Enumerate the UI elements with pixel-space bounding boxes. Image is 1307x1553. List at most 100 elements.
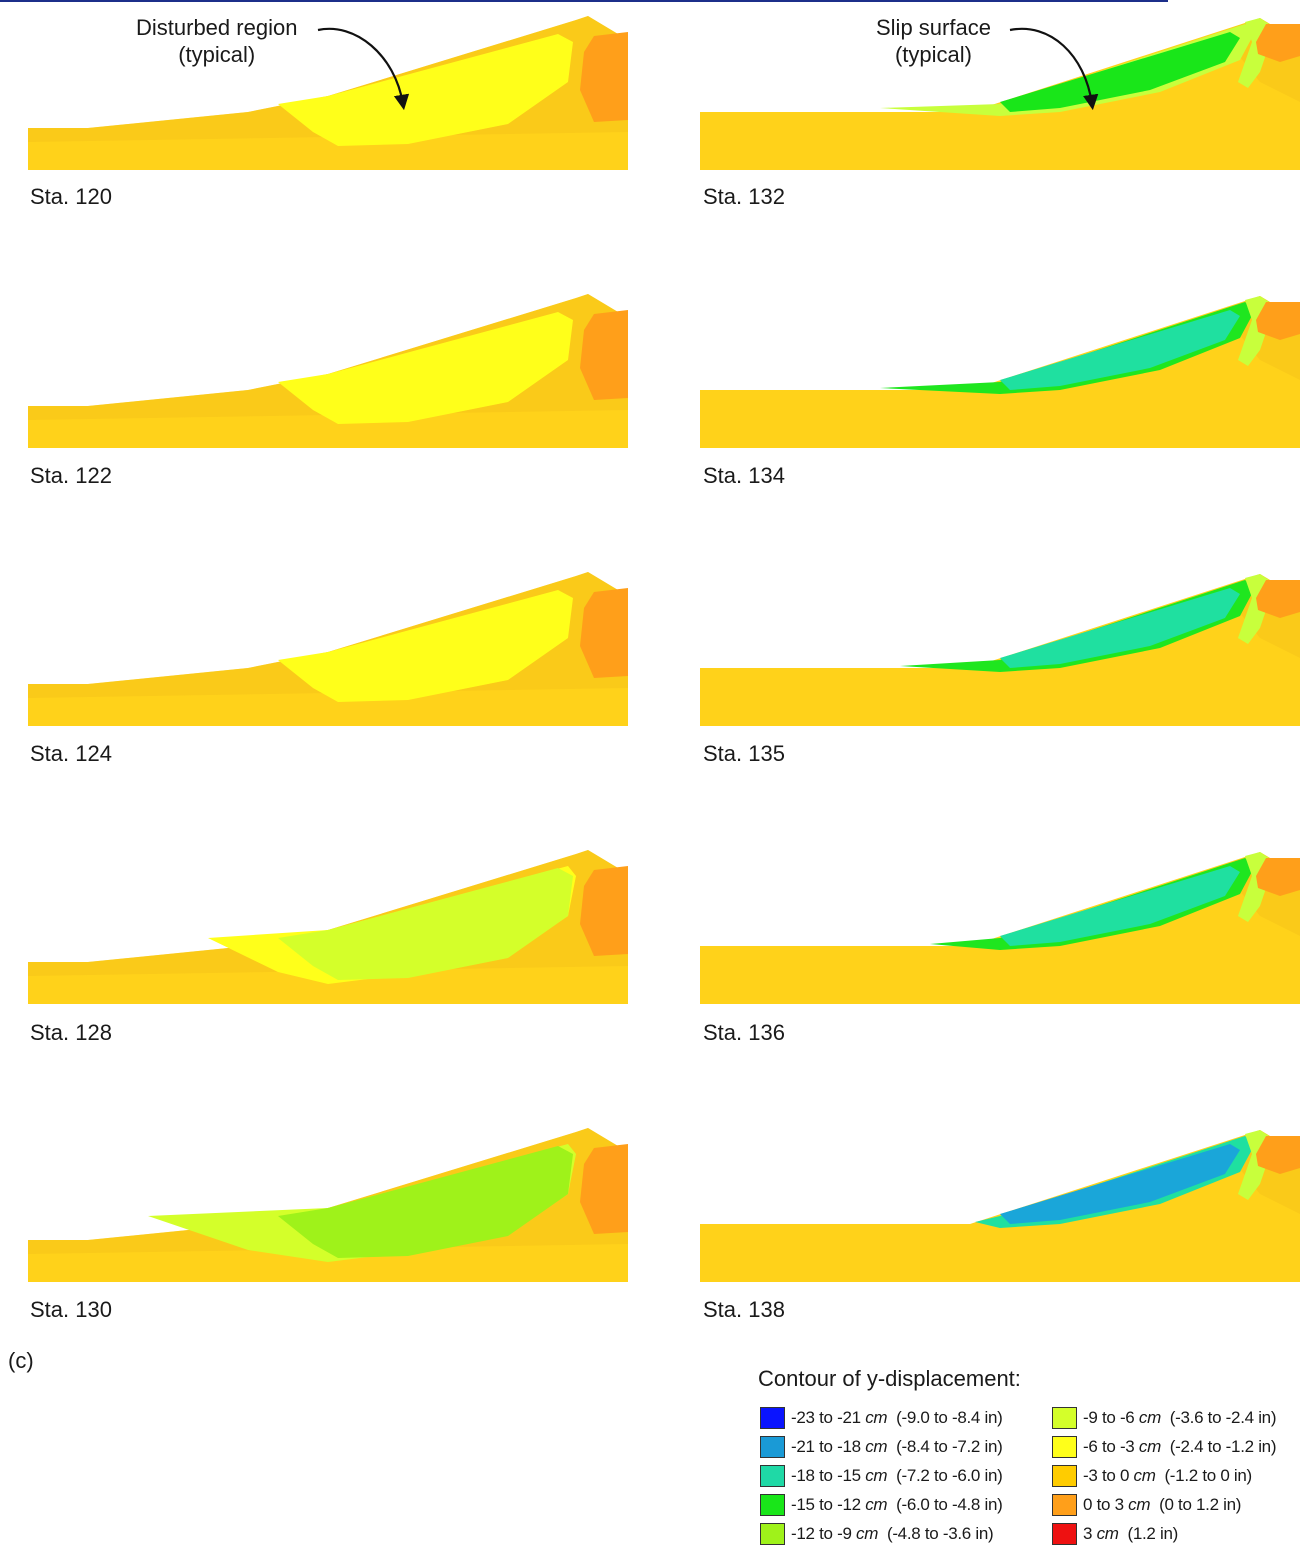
station-label: Sta. 132 (703, 184, 785, 209)
section-panel (700, 1124, 1300, 1324)
top-rule (0, 0, 1168, 2)
legend-range: -6 to -3 (1083, 1437, 1139, 1456)
legend-imperial: (0 to 1.2 in) (1150, 1495, 1242, 1514)
legend-range: 0 to 3 (1083, 1495, 1129, 1514)
legend-range: -23 to -21 (791, 1408, 866, 1427)
displacement-zone (1000, 866, 1240, 946)
rock-block (580, 866, 628, 956)
legend-swatch (1052, 1465, 1077, 1487)
displacement-zone (1000, 310, 1240, 390)
legend-item: 0 to 3 cm (0 to 1.2 in) (1052, 1492, 1241, 1518)
displacement-zone (1000, 1144, 1240, 1224)
legend-swatch (1052, 1494, 1077, 1516)
legend-swatch (760, 1465, 785, 1487)
rock-block (580, 32, 628, 122)
legend-swatch (760, 1494, 785, 1516)
station-label: Sta. 130 (30, 1297, 112, 1322)
displacement-zone (278, 868, 573, 980)
displacement-zone (278, 590, 573, 702)
legend-unit: cm (1128, 1495, 1151, 1514)
legend-unit: cm (1138, 1437, 1161, 1456)
legend-imperial: (-8.4 to -7.2 in) (887, 1437, 1003, 1456)
section-panel (28, 1124, 628, 1324)
legend-item: -15 to -12 cm (-6.0 to -4.8 in) (760, 1492, 1003, 1518)
station-label: Sta. 138 (703, 1297, 785, 1322)
figure-letter: (c) (8, 1348, 34, 1373)
rock-block (1256, 24, 1300, 62)
legend-title: Contour of y-displacement: (758, 1366, 1021, 1391)
disturbed-region-typical: (typical) (178, 42, 256, 67)
displacement-zone (1000, 588, 1240, 668)
legend-item: -6 to -3 cm (-2.4 to -1.2 in) (1052, 1434, 1276, 1460)
section-panel (28, 290, 628, 490)
legend-imperial: (-1.2 to 0 in) (1155, 1466, 1252, 1485)
legend-imperial: (-9.0 to -8.4 in) (887, 1408, 1003, 1427)
slope-section-svg (28, 850, 628, 1004)
legend-unit: cm (865, 1437, 888, 1456)
section-panel (700, 12, 1300, 212)
legend-range: -18 to -15 (791, 1466, 866, 1485)
station-label: Sta. 134 (703, 463, 785, 488)
section-panel (28, 12, 628, 212)
rock-block (580, 310, 628, 400)
station-label: Sta. 120 (30, 184, 112, 209)
legend-imperial: (-2.4 to -1.2 in) (1160, 1437, 1277, 1456)
slip-surface-label: Slip surface (876, 15, 991, 40)
legend-swatch (1052, 1436, 1077, 1458)
rock-block (1256, 858, 1300, 896)
section-panel (28, 568, 628, 768)
slip-surface-annotation: Slip surface (typical) (876, 14, 991, 68)
slope-section-svg (28, 16, 628, 170)
legend-item: -18 to -15 cm (-7.2 to -6.0 in) (760, 1463, 1003, 1489)
legend-unit: cm (1096, 1524, 1119, 1543)
station-label: Sta. 136 (703, 1020, 785, 1045)
disturbed-region-label: Disturbed region (136, 15, 298, 40)
legend-unit: cm (856, 1524, 879, 1543)
legend-swatch (760, 1407, 785, 1429)
rock-block (1256, 580, 1300, 618)
legend-range: 3 (1083, 1524, 1097, 1543)
slip-surface-typical: (typical) (894, 42, 972, 67)
section-panel (700, 568, 1300, 768)
slope-section-svg (28, 572, 628, 726)
legend-range: -12 to -9 (791, 1524, 857, 1543)
disturbed-region-annotation: Disturbed region (typical) (136, 14, 297, 68)
legend-unit: cm (865, 1466, 888, 1485)
rock-block (580, 588, 628, 678)
displacement-zone (278, 312, 573, 424)
legend-swatch (1052, 1523, 1077, 1545)
legend-imperial: (-4.8 to -3.6 in) (878, 1524, 994, 1543)
slope-section-svg (28, 294, 628, 448)
legend-imperial: (-7.2 to -6.0 in) (887, 1466, 1003, 1485)
slope-section-svg (700, 296, 1300, 448)
section-panel (700, 846, 1300, 1046)
legend-unit: cm (1138, 1408, 1161, 1427)
legend-unit: cm (865, 1495, 888, 1514)
legend-range: -9 to -6 (1083, 1408, 1139, 1427)
legend-swatch (1052, 1407, 1077, 1429)
slope-section-svg (700, 18, 1300, 170)
legend-swatch (760, 1523, 785, 1545)
legend-range: -21 to -18 (791, 1437, 866, 1456)
station-label: Sta. 135 (703, 741, 785, 766)
legend-item: -9 to -6 cm (-3.6 to -2.4 in) (1052, 1405, 1276, 1431)
section-panel (28, 846, 628, 1046)
legend-range: -3 to 0 (1083, 1466, 1134, 1485)
legend-item: 3 cm (1.2 in) (1052, 1521, 1178, 1547)
legend-imperial: (-6.0 to -4.8 in) (887, 1495, 1003, 1514)
rock-block (580, 1144, 628, 1234)
rock-block (1256, 302, 1300, 340)
slope-section-svg (700, 1130, 1300, 1282)
legend-unit: cm (865, 1408, 888, 1427)
station-label: Sta. 128 (30, 1020, 112, 1045)
legend-item: -12 to -9 cm (-4.8 to -3.6 in) (760, 1521, 994, 1547)
slope-section-svg (700, 574, 1300, 726)
slope-section-svg (28, 1128, 628, 1282)
legend-imperial: (1.2 in) (1118, 1524, 1178, 1543)
rock-block (1256, 1136, 1300, 1174)
displacement-zone (278, 1146, 573, 1258)
legend-item: -3 to 0 cm (-1.2 to 0 in) (1052, 1463, 1252, 1489)
legend-item: -21 to -18 cm (-8.4 to -7.2 in) (760, 1434, 1003, 1460)
legend-swatch (760, 1436, 785, 1458)
legend-imperial: (-3.6 to -2.4 in) (1160, 1408, 1277, 1427)
